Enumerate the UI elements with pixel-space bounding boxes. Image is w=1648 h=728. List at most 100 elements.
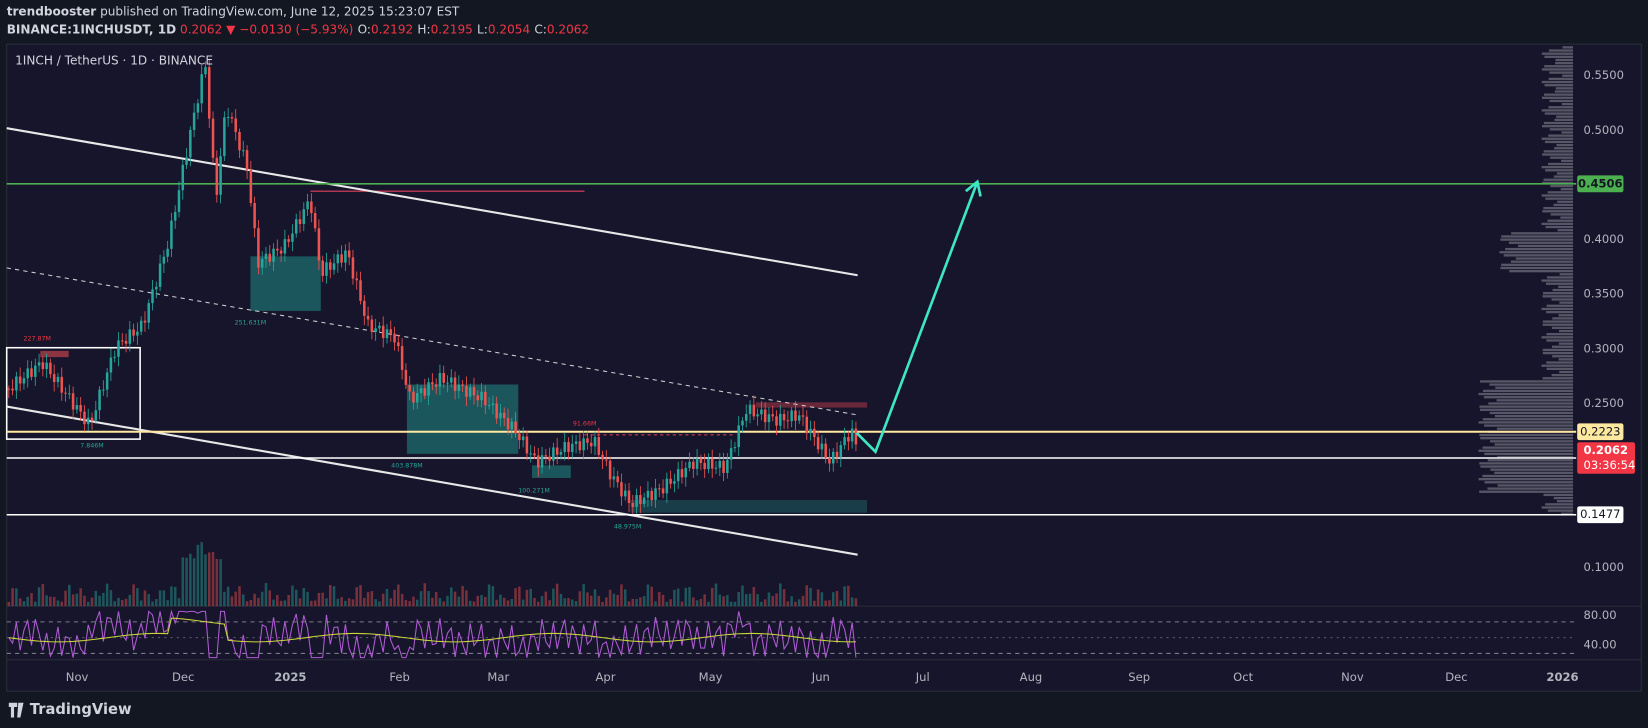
candle-body — [631, 503, 635, 507]
volume-bar — [816, 589, 820, 607]
profile-bar — [1511, 232, 1574, 235]
rsi-line — [8, 609, 857, 660]
volume-bar — [650, 586, 653, 607]
volume-bar — [404, 600, 408, 607]
candle-body — [453, 377, 457, 391]
candle-body — [408, 384, 411, 392]
candle-body — [419, 388, 423, 394]
volume-bar — [86, 601, 90, 607]
profile-bar — [1482, 446, 1574, 449]
volume-annotation: 7.846M — [80, 442, 103, 449]
volume-bar — [26, 596, 29, 607]
volume-bar — [767, 592, 771, 607]
volume-bar — [189, 553, 192, 607]
volume-bar — [41, 583, 45, 607]
profile-bar — [1546, 333, 1574, 336]
candle-body — [60, 376, 64, 393]
profile-bar — [1546, 339, 1574, 342]
profile-bar — [1559, 370, 1574, 374]
candle-body — [189, 129, 192, 158]
candle-body — [779, 413, 782, 426]
profile-bar — [1545, 225, 1574, 229]
profile-bar — [1560, 216, 1574, 219]
volume-bar — [828, 600, 831, 607]
volume-bar — [820, 592, 824, 607]
volume-bar — [540, 596, 544, 607]
candle-body — [351, 257, 355, 279]
candle-body — [204, 67, 207, 75]
volume-bar — [147, 594, 150, 607]
profile-bar — [1487, 459, 1574, 462]
profile-bar — [1545, 503, 1574, 506]
volume-bar — [597, 595, 601, 607]
volume-bar — [242, 594, 245, 607]
volume-bar — [340, 597, 343, 607]
profile-bar — [1551, 345, 1574, 348]
volume-bar — [22, 601, 26, 607]
candle-body — [215, 157, 219, 195]
volume-profile — [1478, 46, 1574, 515]
volume-bar — [627, 601, 631, 607]
profile-bar — [1489, 383, 1574, 386]
volume-bar — [589, 595, 593, 607]
volume-bar — [703, 594, 706, 607]
candle-body — [381, 325, 385, 338]
volume-bar — [491, 586, 495, 607]
profile-bar — [1487, 487, 1574, 490]
profile-bar — [1541, 279, 1574, 282]
volume-bar — [347, 598, 351, 607]
price-tag-text: 0.2223 — [1580, 424, 1620, 438]
volume-bar — [143, 590, 147, 607]
candle-body — [548, 456, 551, 461]
profile-bar — [1561, 102, 1574, 106]
candle-body — [518, 433, 521, 441]
candle-body — [400, 346, 404, 370]
volume-bar — [567, 598, 570, 607]
volume-bar — [49, 596, 52, 607]
volume-bar — [94, 590, 98, 607]
candle-body — [782, 413, 786, 421]
profile-bar — [1548, 134, 1574, 137]
profile-bar — [1541, 137, 1574, 140]
volume-bar — [748, 593, 752, 607]
profile-bar — [1501, 263, 1574, 266]
candle-body — [665, 478, 669, 494]
candle-body — [468, 387, 472, 397]
volume-bar — [253, 593, 256, 607]
labels: 0.55000.50000.45000.40000.35000.30000.25… — [24, 68, 1624, 684]
candle-body — [117, 340, 120, 357]
profile-bar — [1541, 80, 1574, 84]
profile-bar — [1541, 165, 1574, 169]
candle-body — [658, 488, 661, 490]
chart-legend: 1INCH / TetherUS · 1D · BINANCE — [15, 53, 213, 67]
profile-bar — [1558, 314, 1574, 317]
volume-bar — [729, 601, 733, 607]
volume-bar — [544, 591, 548, 607]
time-axis-label: Oct — [1233, 670, 1253, 684]
volume-bar — [249, 600, 253, 607]
profile-bar — [1499, 251, 1574, 254]
time-axis-label: Dec — [172, 670, 194, 684]
profile-bar — [1490, 468, 1574, 471]
candle-body — [790, 410, 793, 422]
candle-body — [128, 329, 132, 344]
candle-body — [756, 414, 759, 417]
candle-body — [642, 497, 646, 505]
profile-bar — [1541, 364, 1574, 367]
profile-bar — [1543, 150, 1574, 153]
volume-bar — [468, 600, 472, 607]
rsi-axis-label: 80.00 — [1584, 608, 1617, 622]
candle-body — [529, 453, 532, 455]
candle-body — [767, 414, 771, 423]
candle-body — [578, 441, 582, 451]
candle-body — [143, 320, 147, 323]
profile-bar — [1546, 276, 1574, 279]
candle-body — [397, 342, 400, 347]
candle-body — [363, 300, 366, 316]
candle-body — [816, 437, 820, 450]
profile-bar — [1543, 178, 1574, 181]
volume-bar — [775, 593, 778, 607]
volume-bar — [635, 598, 638, 607]
profile-bar — [1542, 351, 1574, 355]
footer-logo — [8, 702, 24, 718]
